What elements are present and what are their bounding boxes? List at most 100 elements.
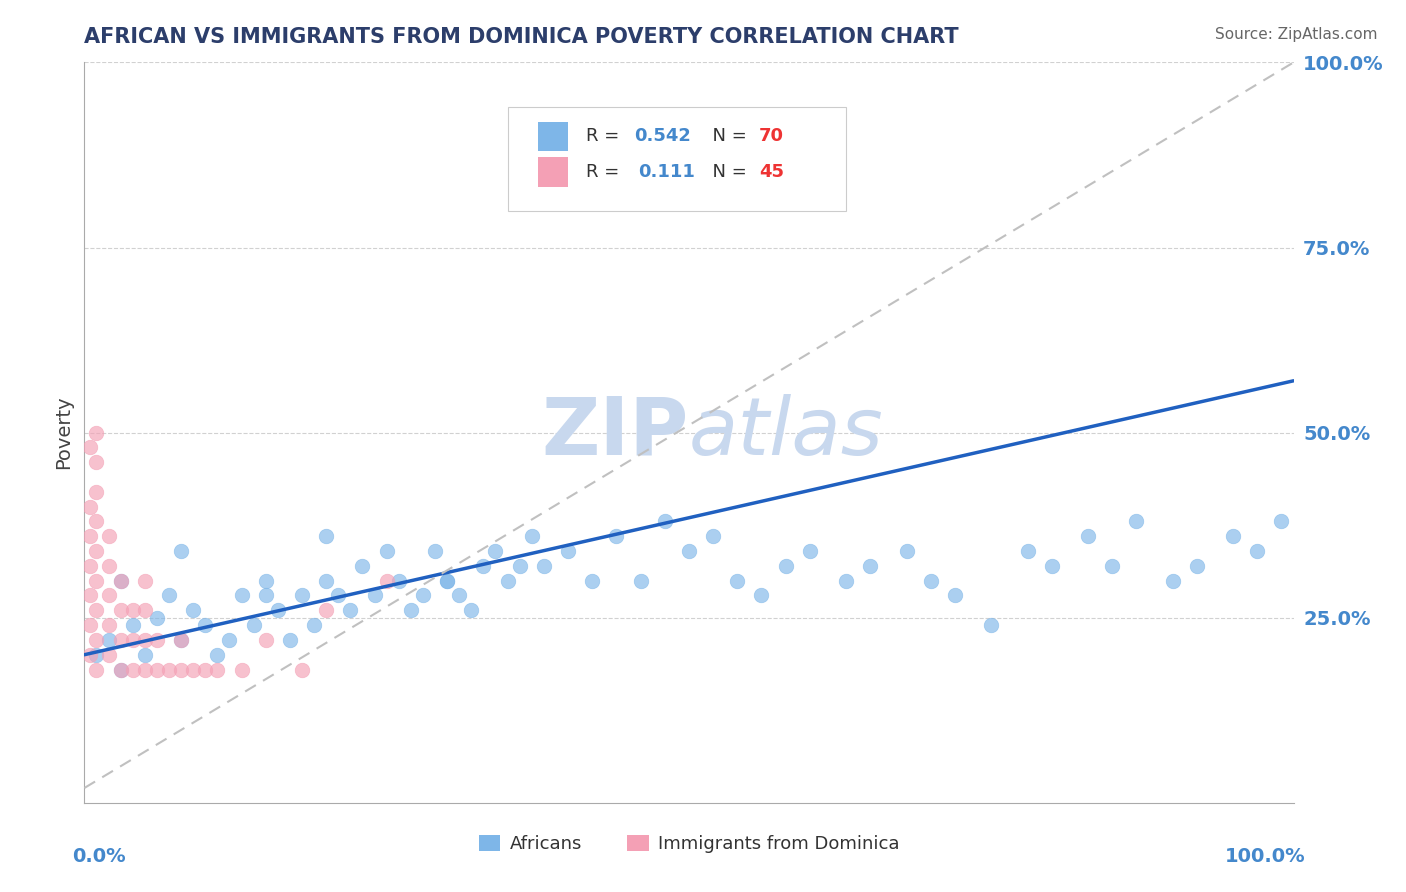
Y-axis label: Poverty: Poverty xyxy=(55,396,73,469)
Point xyxy=(157,663,180,677)
Text: atlas: atlas xyxy=(689,393,884,472)
Point xyxy=(352,558,374,573)
Point xyxy=(79,558,101,573)
Point xyxy=(399,603,422,617)
Point xyxy=(436,574,458,588)
Point xyxy=(79,648,101,662)
FancyBboxPatch shape xyxy=(538,157,568,186)
Point xyxy=(920,574,942,588)
Point xyxy=(751,589,773,603)
Point xyxy=(170,632,193,647)
Point xyxy=(86,425,108,440)
Point xyxy=(181,603,204,617)
Point xyxy=(86,648,108,662)
Point xyxy=(412,589,434,603)
Text: ZIP: ZIP xyxy=(541,393,689,472)
Point xyxy=(170,663,193,677)
Point xyxy=(291,663,314,677)
Point xyxy=(79,529,101,543)
Text: 100.0%: 100.0% xyxy=(1225,847,1306,866)
Point xyxy=(110,603,132,617)
Point xyxy=(254,589,277,603)
Point xyxy=(533,558,555,573)
Point xyxy=(86,455,108,469)
Point xyxy=(1246,544,1268,558)
Point xyxy=(388,574,411,588)
Point xyxy=(207,663,229,677)
Point xyxy=(1161,574,1184,588)
Point xyxy=(267,603,290,617)
Point xyxy=(181,663,204,677)
Point xyxy=(1222,529,1244,543)
Point xyxy=(79,500,101,514)
Point xyxy=(79,441,101,455)
Point xyxy=(1101,558,1123,573)
Point xyxy=(509,558,531,573)
Point xyxy=(134,603,156,617)
Point xyxy=(520,529,543,543)
Point xyxy=(315,529,337,543)
Point xyxy=(835,574,858,588)
Point xyxy=(291,589,314,603)
Point xyxy=(121,603,143,617)
Point xyxy=(170,632,193,647)
Point xyxy=(194,618,217,632)
Point xyxy=(97,558,120,573)
Point xyxy=(980,618,1002,632)
Point xyxy=(86,544,108,558)
Text: 0.111: 0.111 xyxy=(638,163,695,181)
Point xyxy=(242,618,264,632)
Point xyxy=(157,589,180,603)
Point xyxy=(496,574,519,588)
FancyBboxPatch shape xyxy=(538,121,568,152)
Point xyxy=(725,574,748,588)
Point xyxy=(363,589,385,603)
Text: R =: R = xyxy=(586,163,631,181)
Point xyxy=(375,574,398,588)
Text: 45: 45 xyxy=(759,163,785,181)
Point xyxy=(86,603,108,617)
Text: AFRICAN VS IMMIGRANTS FROM DOMINICA POVERTY CORRELATION CHART: AFRICAN VS IMMIGRANTS FROM DOMINICA POVE… xyxy=(84,27,959,46)
Point xyxy=(328,589,350,603)
Point xyxy=(630,574,652,588)
Text: N =: N = xyxy=(702,163,752,181)
Point xyxy=(231,663,253,677)
Point xyxy=(97,529,120,543)
Text: Source: ZipAtlas.com: Source: ZipAtlas.com xyxy=(1215,27,1378,42)
Point xyxy=(97,648,120,662)
Point xyxy=(436,574,458,588)
Point xyxy=(110,632,132,647)
Point xyxy=(97,589,120,603)
Point xyxy=(86,574,108,588)
Point xyxy=(134,632,156,647)
Point xyxy=(121,632,143,647)
Point xyxy=(799,544,821,558)
Point xyxy=(702,529,724,543)
Point xyxy=(1017,544,1039,558)
Point xyxy=(339,603,361,617)
Point xyxy=(134,663,156,677)
Point xyxy=(1040,558,1063,573)
Point xyxy=(472,558,495,573)
Text: 0.0%: 0.0% xyxy=(72,847,127,866)
Point xyxy=(146,610,169,624)
Point xyxy=(278,632,301,647)
Point xyxy=(86,632,108,647)
Point xyxy=(678,544,700,558)
Point xyxy=(121,663,143,677)
Point xyxy=(557,544,579,558)
Point xyxy=(134,574,156,588)
Text: 70: 70 xyxy=(759,128,785,145)
Point xyxy=(302,618,325,632)
Text: 0.542: 0.542 xyxy=(634,128,692,145)
Point xyxy=(254,632,277,647)
Point xyxy=(605,529,627,543)
Point xyxy=(110,663,132,677)
Point xyxy=(86,515,108,529)
Point xyxy=(86,484,108,499)
Point xyxy=(97,632,120,647)
Point xyxy=(315,603,337,617)
Point xyxy=(775,558,797,573)
Point xyxy=(110,663,132,677)
Point xyxy=(86,663,108,677)
